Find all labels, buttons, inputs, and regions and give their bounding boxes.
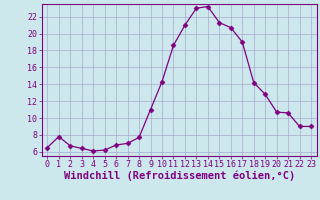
X-axis label: Windchill (Refroidissement éolien,°C): Windchill (Refroidissement éolien,°C)	[64, 171, 295, 181]
